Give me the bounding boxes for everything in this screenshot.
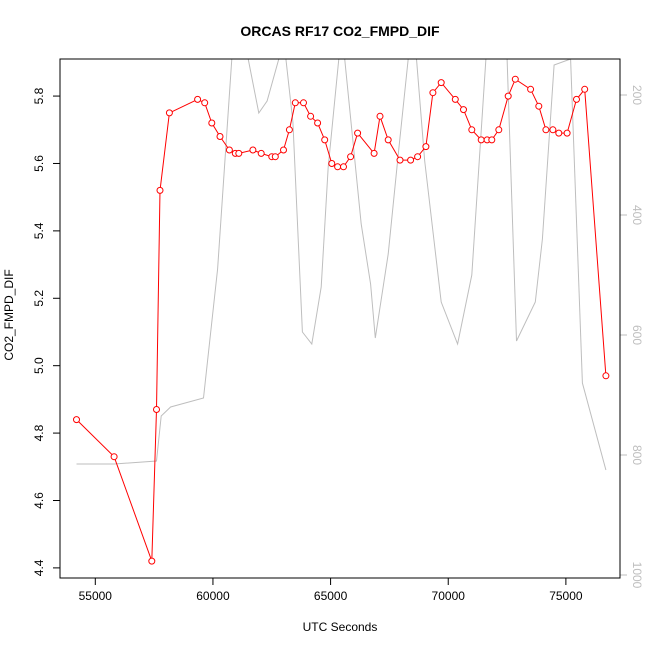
data-point [347,153,355,161]
y2-tick-label: 200 [630,85,644,105]
data-point [314,119,322,127]
y2-tick-label: 800 [630,445,644,465]
y-tick-label: 4.6 [32,492,46,509]
data-point [396,156,404,164]
data-point [216,133,224,140]
data-point [563,129,571,137]
data-point [340,163,347,171]
data-point [437,79,445,87]
y-axis: 4.4 4.6 4.8 5.0 5.2 5.4 5.6 5.8 [32,87,61,576]
x-tick-label: 55000 [79,589,113,603]
x-axis: 55000 60000 65000 70000 75000 [79,577,583,603]
data-point [156,186,164,194]
y2-tick-label: 1000 [630,562,644,589]
data-point [581,85,589,93]
data-point [468,126,476,134]
y-tick-label: 5.2 [32,290,46,307]
data-point [451,95,459,103]
y-tick-label: 5.4 [32,222,46,239]
series-grey-line [76,59,607,471]
y-tick-label: 4.8 [32,424,46,441]
y-axis-right: 200 400 600 800 1000 [619,85,644,589]
y-tick-label: 5.6 [32,155,46,172]
data-point [354,129,362,137]
data-point [535,102,543,110]
data-point [201,99,209,107]
chart-title: ORCAS RF17 CO2_FMPD_DIF [240,23,440,39]
data-point [271,153,279,161]
x-tick-label: 75000 [549,589,583,603]
x-axis-label: UTC Seconds [303,620,378,634]
y-tick-label: 5.0 [32,357,46,374]
y-tick-label: 4.4 [32,559,46,576]
series-red-line [73,75,610,565]
data-point [257,149,265,157]
data-point [495,126,503,134]
data-point [334,163,342,171]
data-point [511,75,519,83]
data-point [488,136,496,144]
data-point [477,136,485,144]
data-point [194,95,202,103]
data-point [110,453,118,461]
data-point [280,146,287,154]
plot-frame [59,58,621,579]
data-point [300,99,307,107]
data-point [414,153,422,161]
data-point [73,416,80,424]
data-point [370,149,378,157]
data-point [235,149,243,157]
data-point [148,557,156,565]
y2-tick-label: 400 [630,205,644,225]
data-point [291,99,299,107]
data-point [307,112,315,120]
data-point [208,119,216,127]
y-tick-label: 5.8 [32,87,46,104]
data-point [555,129,563,137]
data-point [549,126,557,134]
data-point [542,126,550,134]
data-point [153,406,160,413]
x-tick-label: 60000 [196,589,230,603]
data-point [165,109,173,117]
y-axis-label: CO2_FMPD_DIF [2,269,16,360]
data-point [249,146,257,154]
data-point [429,89,437,97]
data-point [384,136,392,144]
data-point [321,136,329,144]
data-point [573,95,580,103]
series-grey-path [76,59,607,471]
data-point [225,146,233,154]
x-tick-label: 65000 [314,589,348,603]
y2-tick-label: 600 [630,325,644,345]
data-point [460,106,467,114]
data-point [504,92,512,100]
data-point [407,156,415,164]
data-point [376,112,384,120]
data-point [527,85,535,93]
data-point [328,160,336,167]
data-point [422,143,430,151]
x-tick-label: 70000 [432,589,466,603]
data-point [602,372,610,380]
data-point [285,126,293,134]
